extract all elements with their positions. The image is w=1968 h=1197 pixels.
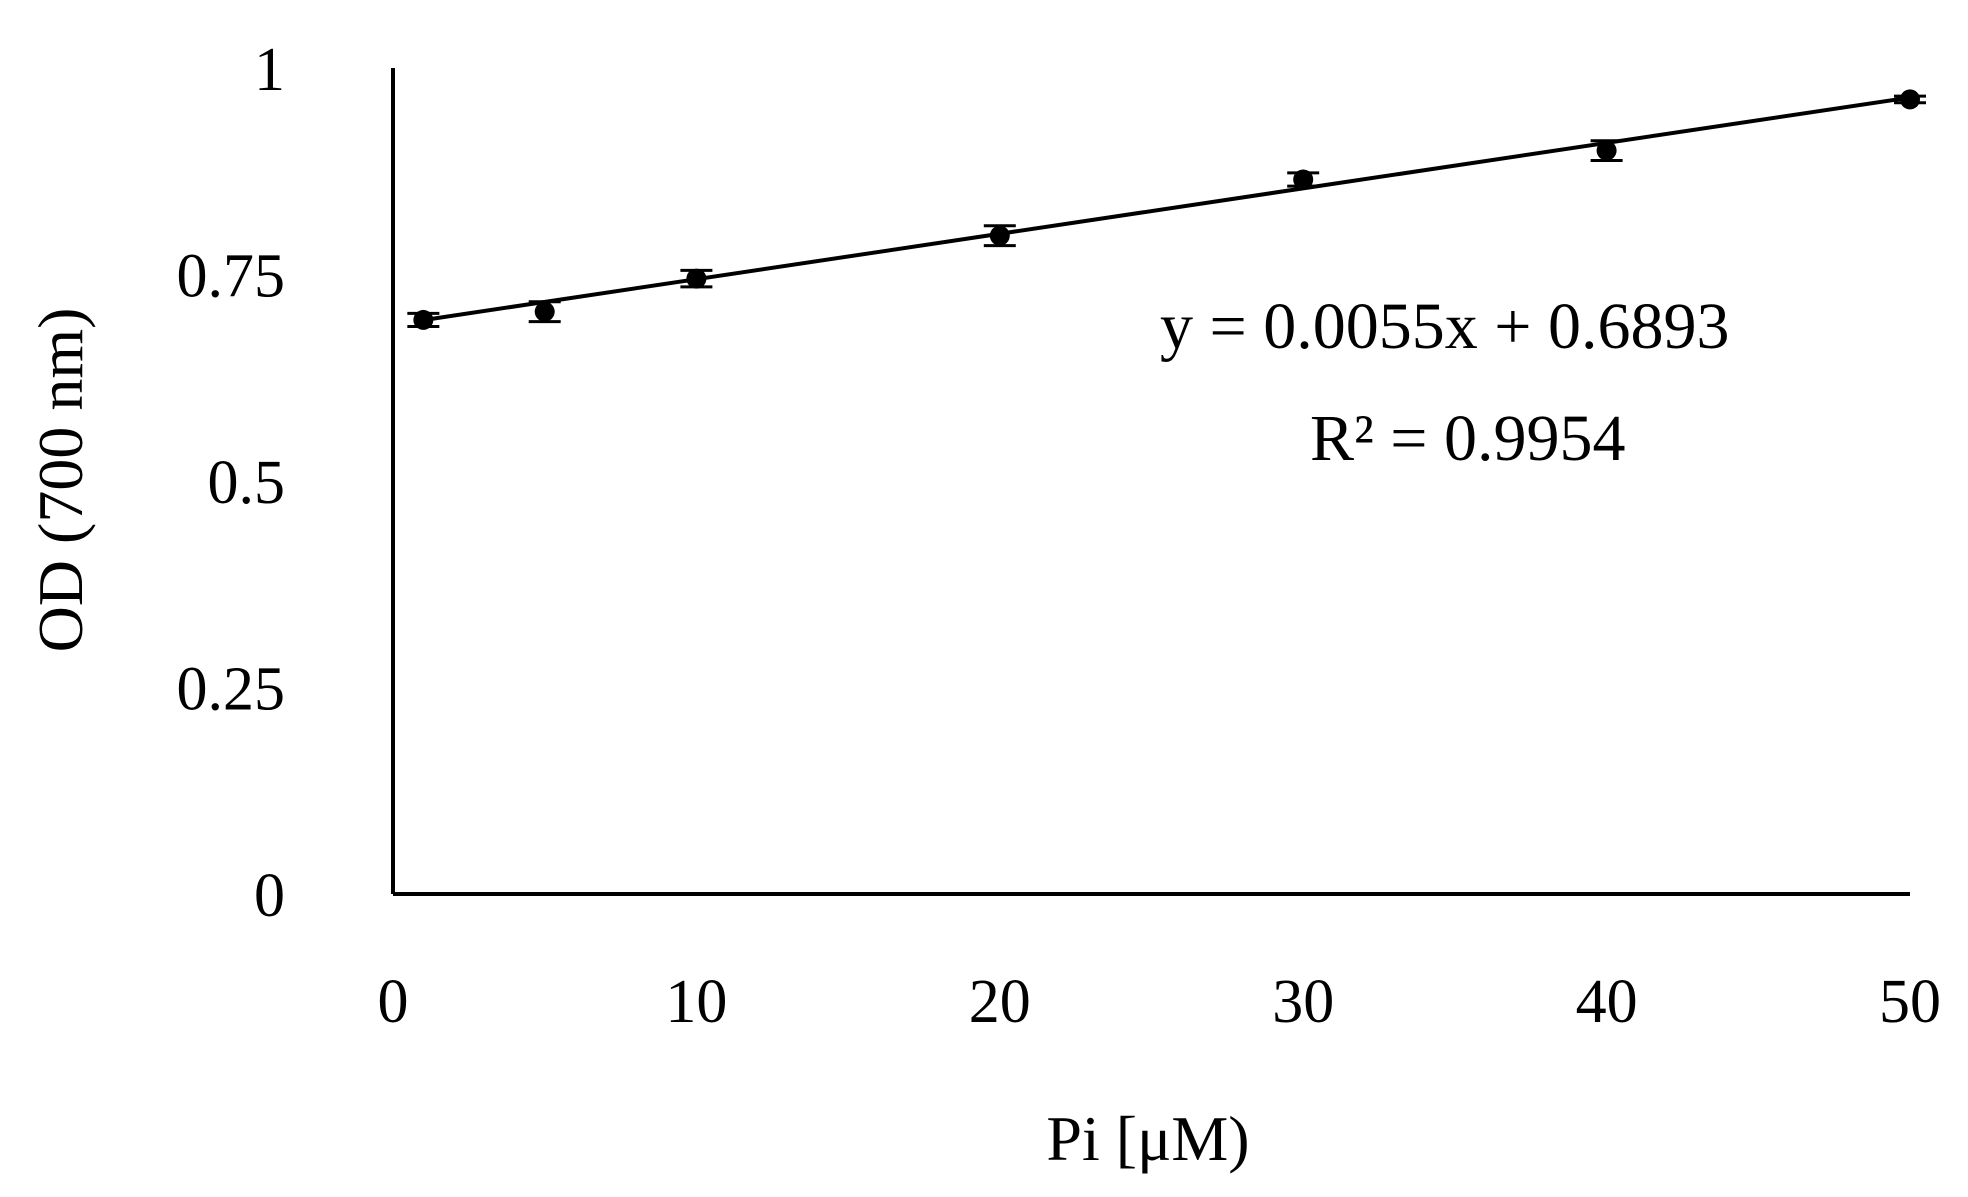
axes [391, 68, 1910, 896]
x-tick-labels: 0 10 20 30 40 50 [378, 968, 1942, 1036]
trendline [423, 95, 1911, 323]
data-point [1293, 169, 1314, 190]
data-point [1900, 89, 1920, 110]
x-tick-label: 20 [969, 968, 1031, 1036]
x-tick-label: 40 [1576, 968, 1638, 1036]
y-tick-label: 1 [254, 36, 285, 104]
y-tick-labels: 0 0.25 0.5 0.75 1 [177, 36, 286, 930]
x-tick-label: 10 [665, 968, 727, 1036]
data-point [989, 225, 1010, 246]
y-tick-label: 0.75 [177, 243, 286, 311]
data-point [1596, 140, 1617, 161]
data-point [413, 309, 434, 330]
trendline-equation: y = 0.0055x + 0.6893 [1160, 290, 1729, 363]
y-tick-label: 0.25 [177, 656, 286, 724]
data-points [413, 89, 1920, 330]
data-point [534, 301, 555, 322]
y-axis-title: OD (700 nm) [25, 308, 96, 653]
x-tick-label: 0 [378, 968, 409, 1036]
y-tick-label: 0.5 [208, 449, 286, 517]
r-squared-label: R² = 0.9954 [1310, 402, 1626, 475]
y-tick-label: 0 [254, 862, 285, 930]
x-tick-label: 30 [1272, 968, 1334, 1036]
x-tick-label: 50 [1879, 968, 1941, 1036]
data-point [686, 268, 707, 289]
x-axis-title: Pi [μM) [1046, 1103, 1249, 1174]
